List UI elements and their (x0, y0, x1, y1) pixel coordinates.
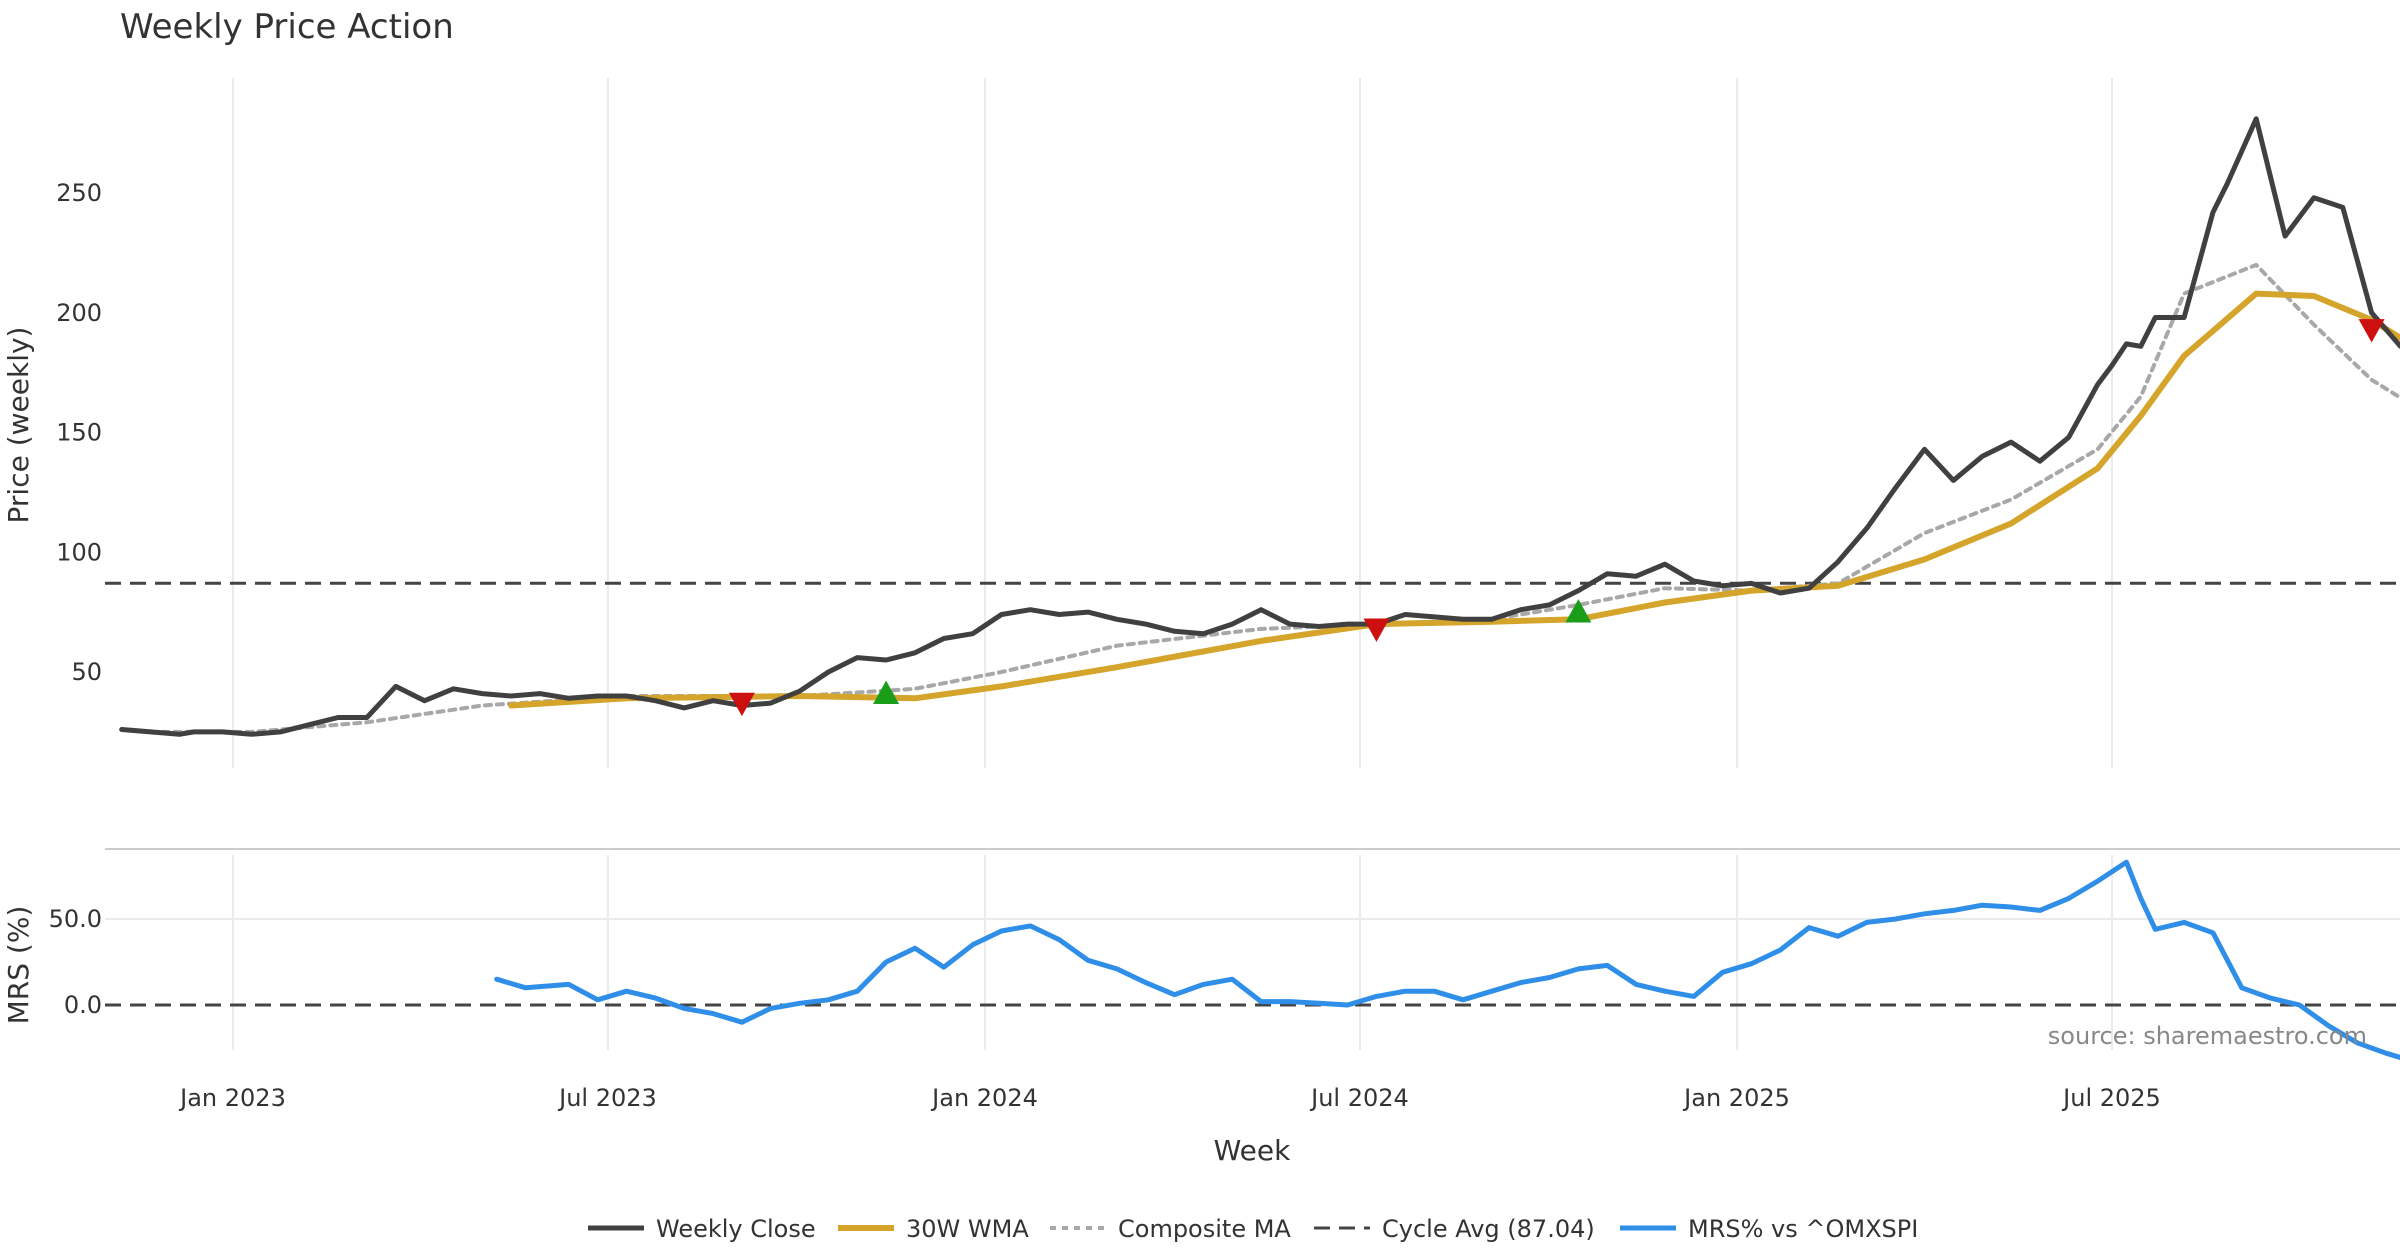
price-series (105, 116, 2400, 737)
sell-signal-marker (728, 692, 755, 717)
legend-label: Weekly Close (656, 1215, 816, 1243)
signal-markers (728, 319, 2385, 717)
price-y-tick-label: 50 (71, 658, 102, 686)
chart-title: Weekly Price Action (120, 7, 454, 47)
price-panel-grid (232, 78, 2113, 768)
x-tick-label: Jul 2025 (2061, 1084, 2161, 1112)
mrs-series (105, 859, 2400, 1060)
price-y-tick-label: 100 (56, 538, 102, 566)
price-y-tick-label: 250 (56, 179, 102, 207)
legend-label: Cycle Avg (87.04) (1382, 1215, 1595, 1243)
source-note: source: sharemaestro.com (2048, 1022, 2367, 1050)
mrs-y-tick-label: 50.0 (49, 905, 102, 933)
x-tick-label: Jan 2025 (1682, 1084, 1790, 1112)
legend-label: MRS% vs ^OMXSPI (1688, 1215, 1918, 1243)
price-y-tick-label: 150 (56, 419, 102, 447)
legend-label: 30W WMA (906, 1215, 1029, 1243)
buy-signal-marker (1565, 599, 1592, 623)
x-tick-label: Jul 2023 (557, 1084, 657, 1112)
x-tick-label: Jul 2024 (1309, 1084, 1409, 1112)
composite-ma-line (148, 262, 2400, 734)
mrs-y-axis-label: MRS (%) (2, 906, 35, 1025)
legend: Weekly Close 30W WMA Composite MA Cycle Avg… (588, 1215, 1918, 1243)
x-axis-label: Week (1214, 1134, 1291, 1167)
sell-signal-marker (2358, 319, 2385, 343)
mrs-line (494, 859, 2400, 1060)
price-y-tick-label: 200 (56, 299, 102, 327)
mrs-panel-grid (105, 855, 2400, 1050)
mrs-y-ticks: 0.0 50.0 (49, 905, 102, 1019)
legend-label: Composite MA (1118, 1215, 1291, 1243)
weekly-close-line (119, 116, 2400, 737)
price-y-axis-label: Price (weekly) (2, 327, 35, 524)
sell-signal-marker (1363, 618, 1390, 642)
x-ticks: Jan 2023 Jul 2023 Jan 2024 Jul 2024 Jan 2025… (178, 1084, 2161, 1112)
x-tick-label: Jan 2024 (930, 1084, 1038, 1112)
price-y-ticks: 50 100 150 200 250 (56, 179, 102, 686)
buy-signal-marker (873, 680, 900, 704)
wma-30w-line (508, 290, 2400, 709)
mrs-y-tick-label: 0.0 (64, 991, 102, 1019)
x-tick-label: Jan 2023 (178, 1084, 286, 1112)
